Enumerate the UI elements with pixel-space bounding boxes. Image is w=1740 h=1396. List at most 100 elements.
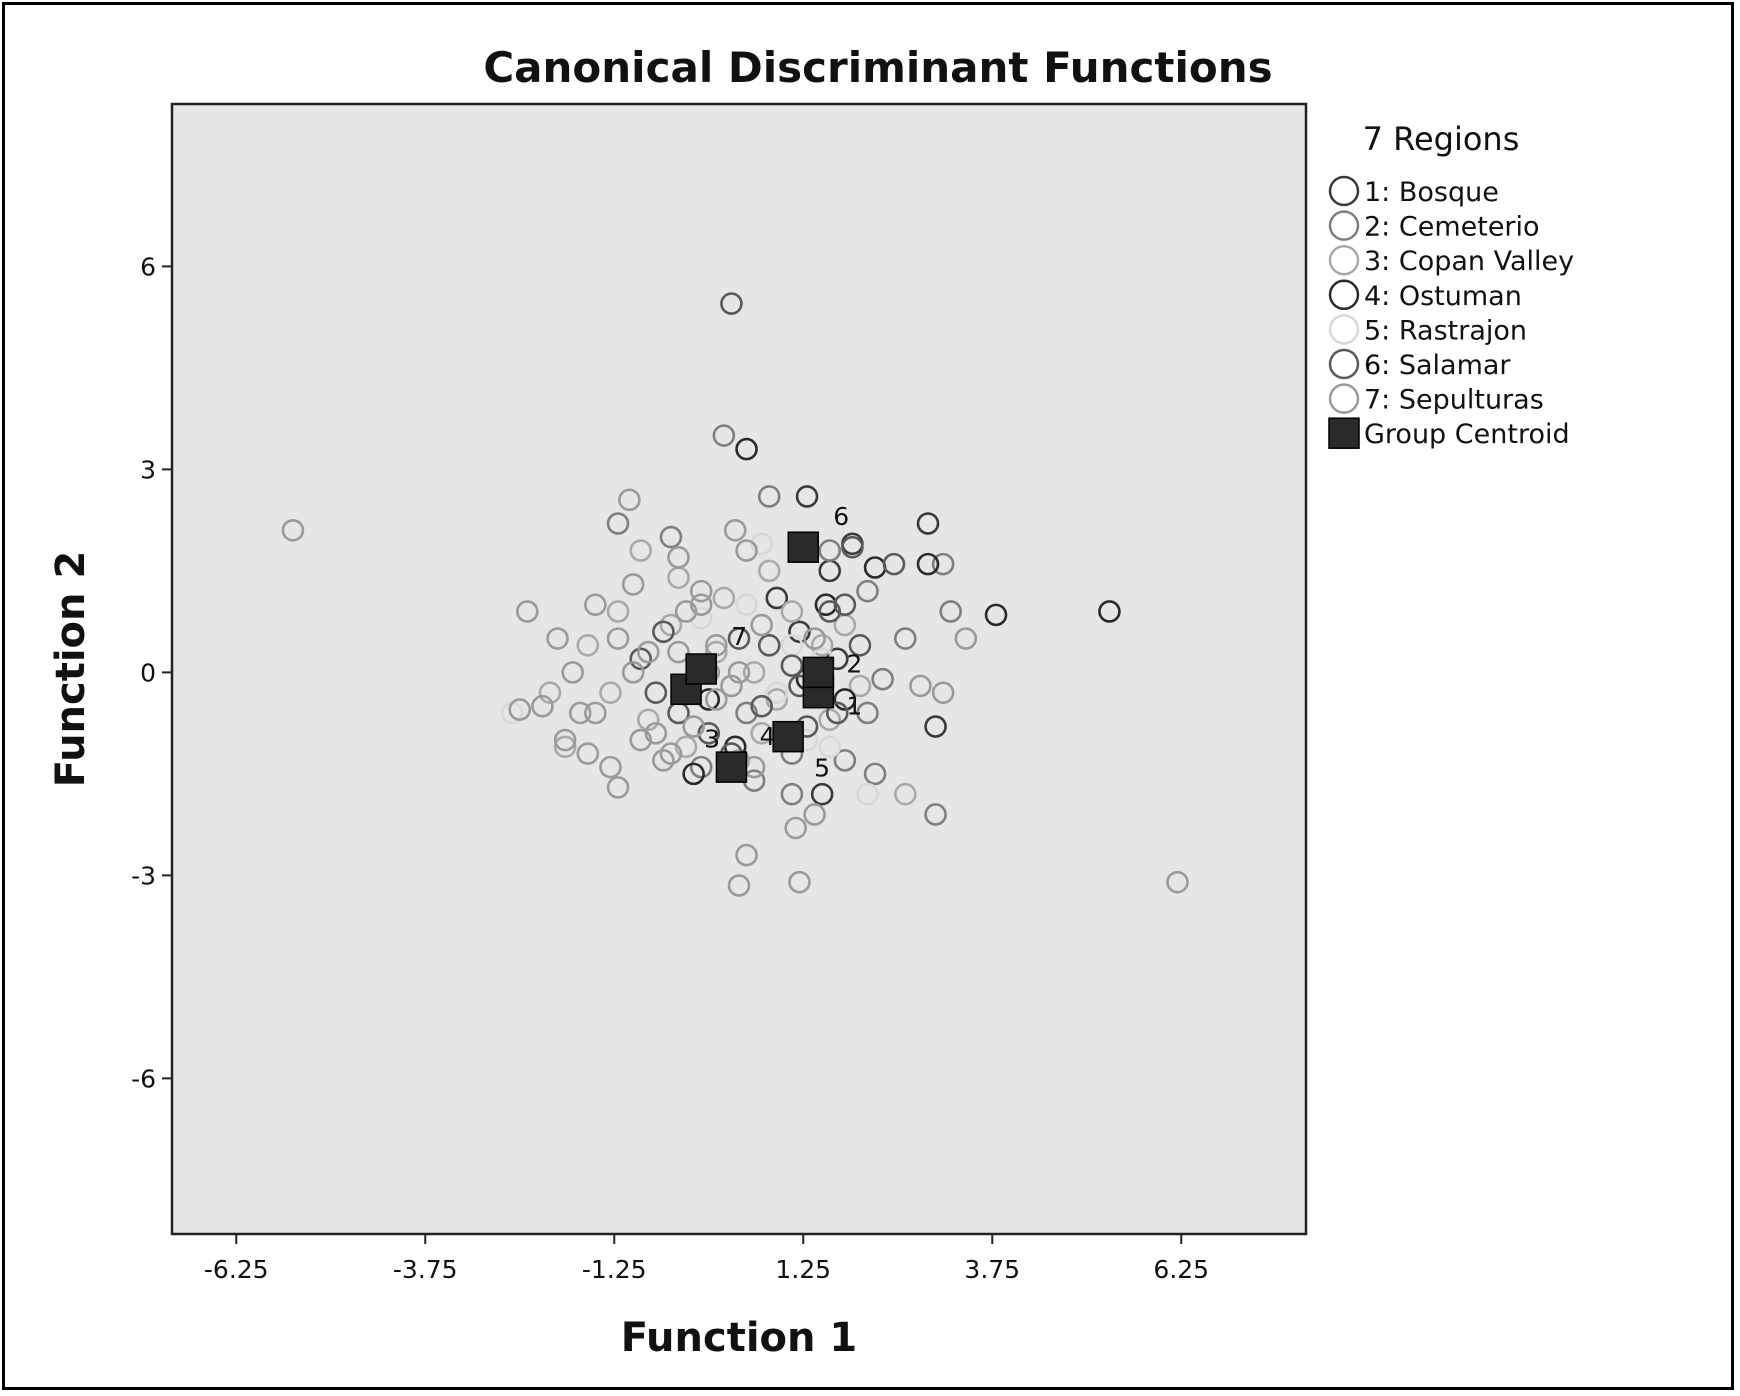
data-point [652,749,675,772]
data-point [909,674,932,698]
data-point [674,600,698,623]
legend-title: 7 Regions [1363,120,1520,158]
data-point [795,485,819,508]
data-point [916,552,940,576]
data-point [750,694,773,718]
data-point [674,735,698,759]
data-point [636,640,660,664]
legend-entry: 4: Ostuman [1364,281,1522,312]
x-tick-label: -6.25 [204,1255,269,1284]
data-point [742,661,766,684]
data-point [780,782,804,806]
data-point [871,667,894,691]
legend-entry: Group Centroid [1364,419,1570,450]
data-point [546,627,569,650]
data-point [818,539,842,562]
data-point [848,674,872,698]
data-point [652,620,675,644]
data-point [538,681,562,704]
data-point [606,600,630,623]
legend-entry: 5: Rastrajon [1364,315,1527,346]
data-point [682,762,705,786]
centroid-label: 7 [731,622,747,651]
data-point [1098,600,1121,623]
data-point [712,424,736,447]
data-point [516,600,539,623]
data-point [606,627,630,650]
data-point [697,721,721,745]
data-point [720,292,743,315]
data-point [841,535,864,559]
data-point [667,546,690,569]
legend-entry: 1: Bosque [1364,177,1499,208]
group-centroid [685,653,717,685]
legend-entry: 2: Cemeterio [1364,212,1540,243]
legend-entry: 7: Sepulturas [1364,385,1544,416]
data-point [863,762,887,786]
legend-marker [1328,417,1360,449]
data-point [856,701,879,725]
data-point [621,573,645,596]
y-tick-label: 3 [140,455,156,484]
data-point [894,782,917,806]
data-point [281,518,305,542]
data-point [825,701,849,725]
data-point [735,437,758,461]
data-point [931,552,955,576]
data-point [629,728,653,752]
centroid-label: 1 [846,692,862,721]
data-point [765,586,789,610]
data-point [606,776,630,799]
data-point [667,640,690,664]
data-point [848,634,872,657]
data-point [705,688,728,711]
data-point [803,803,826,826]
y-axis-ticks: 6 3 0 -3 -6 [131,252,172,1093]
data-point [924,715,947,738]
x-axis-label: Function 1 [621,1315,858,1361]
data-point [780,600,804,623]
data-point [931,681,955,704]
data-point [531,694,554,718]
data-point [757,485,781,508]
data-point [689,606,713,630]
legend-marker [1328,175,1360,207]
data-point [629,539,653,562]
legend-marker [1328,279,1360,311]
data-point [894,627,917,650]
legend-marker [1328,244,1360,276]
legend-entry: 3: Copan Valley [1364,246,1574,277]
y-tick-label: -3 [131,861,156,890]
centroid-label: 6 [833,502,849,531]
group-centroid [802,656,835,689]
legend-marker [1328,383,1360,414]
data-point [644,681,668,704]
data-point [765,688,789,711]
data-point [599,755,622,779]
data-point [984,603,1008,627]
data-point [765,681,789,704]
data-point [757,559,781,583]
x-tick-label: -1.25 [582,1255,647,1284]
data-point [553,735,577,759]
data-point [750,613,773,637]
data-point [689,579,713,603]
data-point [584,701,607,725]
data-point [599,681,622,704]
legend-marker [1328,348,1360,380]
data-point [720,674,743,698]
data-point [788,870,811,894]
data-point [659,742,683,765]
data-point [750,532,773,556]
data-point [856,782,879,806]
data-point [780,654,804,677]
data-point [788,620,811,644]
legend-marker [1328,314,1360,345]
data-point [818,708,842,732]
legend-entry: 6: Salamar [1364,350,1511,381]
x-tick-label: 1.25 [775,1255,831,1284]
data-point [954,627,978,650]
data-point [553,728,577,752]
